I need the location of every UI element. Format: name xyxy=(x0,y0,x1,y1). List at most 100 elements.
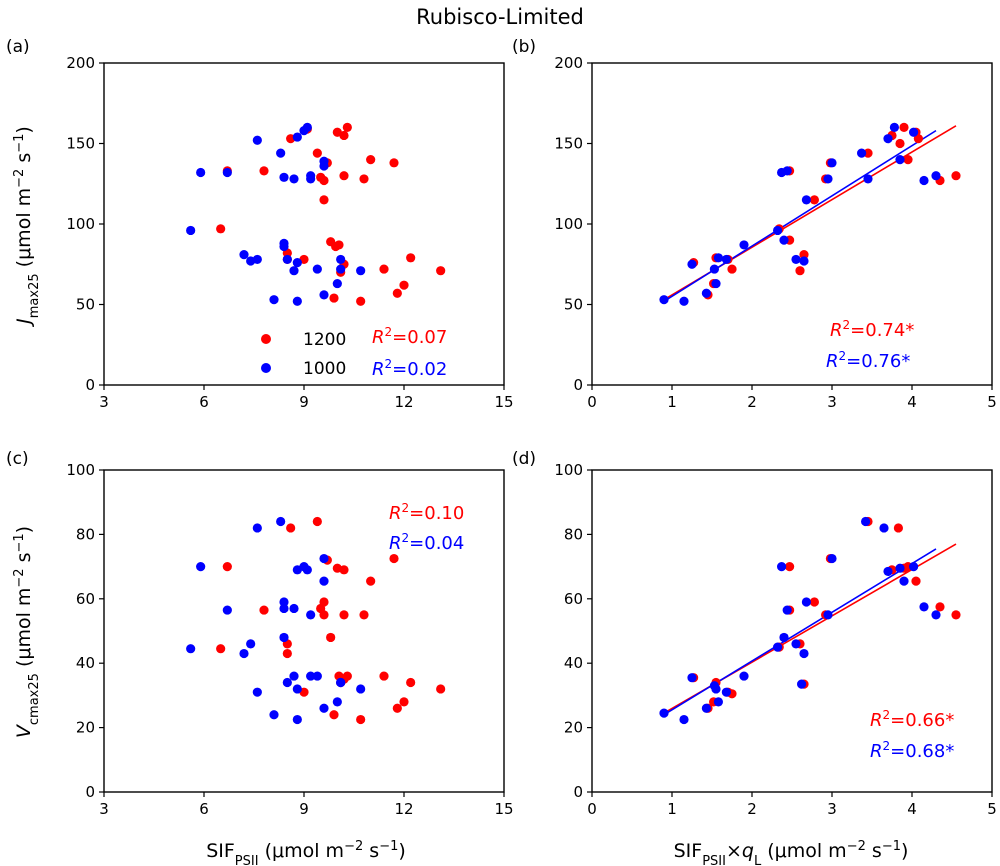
legend-label-1000: 1000 xyxy=(303,359,346,379)
data-point-1000 xyxy=(279,632,289,643)
data-point-1000 xyxy=(701,703,712,713)
data-point-1000 xyxy=(799,648,809,659)
data-point-1200 xyxy=(795,266,805,276)
data-point-1000 xyxy=(319,553,329,564)
y-tick-label: 0 xyxy=(573,376,583,394)
legend: 1200 1000 xyxy=(261,330,346,379)
x-tick-label: 3 xyxy=(99,800,109,818)
data-point-1200 xyxy=(312,516,322,527)
data-point-1200 xyxy=(399,280,409,290)
y-tick-label: 150 xyxy=(554,135,583,153)
data-point-1000 xyxy=(883,566,893,577)
data-point-1000 xyxy=(252,135,262,145)
x-axis-title-sif-ql: SIFPSII×qL (μmol m−2 s−1) xyxy=(674,839,909,866)
x-tick-label: 12 xyxy=(394,393,413,411)
data-point-1200 xyxy=(342,671,352,681)
y-tick-label: 150 xyxy=(66,135,95,153)
y-tick-label: 60 xyxy=(564,590,583,608)
data-point-1000 xyxy=(292,296,302,306)
data-point-1000 xyxy=(239,648,249,659)
data-point-1000 xyxy=(186,644,196,654)
data-point-1200 xyxy=(863,148,873,158)
data-point-1200 xyxy=(366,576,376,586)
fit-line-blue xyxy=(663,548,937,716)
r2-label-blue: R2=0.76* xyxy=(826,349,910,372)
data-point-1000 xyxy=(196,562,206,572)
panel-label: (c) xyxy=(6,449,29,469)
data-point-1000 xyxy=(773,225,783,236)
y-tick-label: 80 xyxy=(76,525,95,543)
data-point-1200 xyxy=(339,610,349,620)
data-point-1200 xyxy=(339,565,349,575)
legend-label-1200: 1200 xyxy=(303,330,346,350)
data-point-1000 xyxy=(276,148,286,158)
data-point-1200 xyxy=(951,171,961,181)
data-point-1200 xyxy=(389,158,399,168)
data-point-1000 xyxy=(679,714,689,725)
x-tick-label: 4 xyxy=(907,393,917,411)
y-tick-label: 0 xyxy=(85,783,95,801)
data-point-1200 xyxy=(259,605,269,615)
data-point-1000 xyxy=(336,264,346,274)
data-point-1200 xyxy=(356,714,366,725)
data-point-1000 xyxy=(773,642,783,652)
data-point-1000 xyxy=(739,671,749,681)
data-point-1000 xyxy=(279,238,289,248)
x-tick-label: 15 xyxy=(494,393,513,411)
data-point-1200 xyxy=(339,130,349,141)
data-point-1000 xyxy=(919,602,929,612)
data-point-1000 xyxy=(909,127,919,137)
data-point-1000 xyxy=(319,290,329,300)
data-point-1000 xyxy=(721,254,732,265)
data-point-1200 xyxy=(329,293,339,303)
data-point-1000 xyxy=(909,562,919,572)
data-point-1000 xyxy=(292,132,302,142)
data-point-1000 xyxy=(713,253,724,263)
data-point-1000 xyxy=(827,553,837,564)
data-point-1000 xyxy=(306,174,316,184)
data-point-1200 xyxy=(392,288,402,298)
data-point-1000 xyxy=(336,677,346,688)
r2-label-red: R2=0.66* xyxy=(870,708,954,731)
panel-label: (a) xyxy=(6,37,30,57)
data-point-1000 xyxy=(863,174,873,184)
data-point-1200 xyxy=(282,648,292,659)
data-point-1000 xyxy=(679,296,689,306)
data-point-1000 xyxy=(332,697,342,707)
y-tick-label: 20 xyxy=(76,719,95,737)
fit-line-blue xyxy=(663,129,937,302)
data-point-1200 xyxy=(339,171,349,181)
plot-frame xyxy=(591,469,993,793)
data-point-1000 xyxy=(823,610,833,620)
data-point-1000 xyxy=(276,516,286,527)
x-tick-label: 9 xyxy=(299,800,309,818)
data-point-1200 xyxy=(319,597,329,607)
y-tick-label: 40 xyxy=(76,654,95,672)
data-point-1000 xyxy=(899,576,909,586)
data-point-1200 xyxy=(342,122,352,132)
r2-label-red: R2=0.74* xyxy=(830,318,914,341)
x-tick-label: 3 xyxy=(99,393,109,411)
x-tick-label: 0 xyxy=(587,800,597,818)
data-point-1200 xyxy=(359,174,369,184)
data-point-1000 xyxy=(186,225,196,236)
y-tick-label: 100 xyxy=(554,215,583,233)
data-point-1000 xyxy=(269,295,279,305)
data-point-1000 xyxy=(282,677,292,688)
data-point-1200 xyxy=(319,610,329,620)
data-point-1000 xyxy=(292,684,302,694)
y-tick-label: 50 xyxy=(76,296,95,314)
data-point-1200 xyxy=(406,253,416,263)
r2-label-red: R2=0.07 xyxy=(372,325,447,348)
x-tick-label: 6 xyxy=(199,800,209,818)
data-point-1200 xyxy=(809,195,820,205)
data-point-1000 xyxy=(659,295,669,305)
data-point-1000 xyxy=(279,597,289,607)
data-point-1000 xyxy=(931,610,941,620)
data-point-1000 xyxy=(282,254,292,265)
data-point-1000 xyxy=(356,266,366,276)
data-point-1200 xyxy=(334,240,344,250)
y-axis-title-vcmax: Vcmax25 (μmol m−2 s−1) xyxy=(12,526,42,738)
data-point-1200 xyxy=(366,155,376,165)
